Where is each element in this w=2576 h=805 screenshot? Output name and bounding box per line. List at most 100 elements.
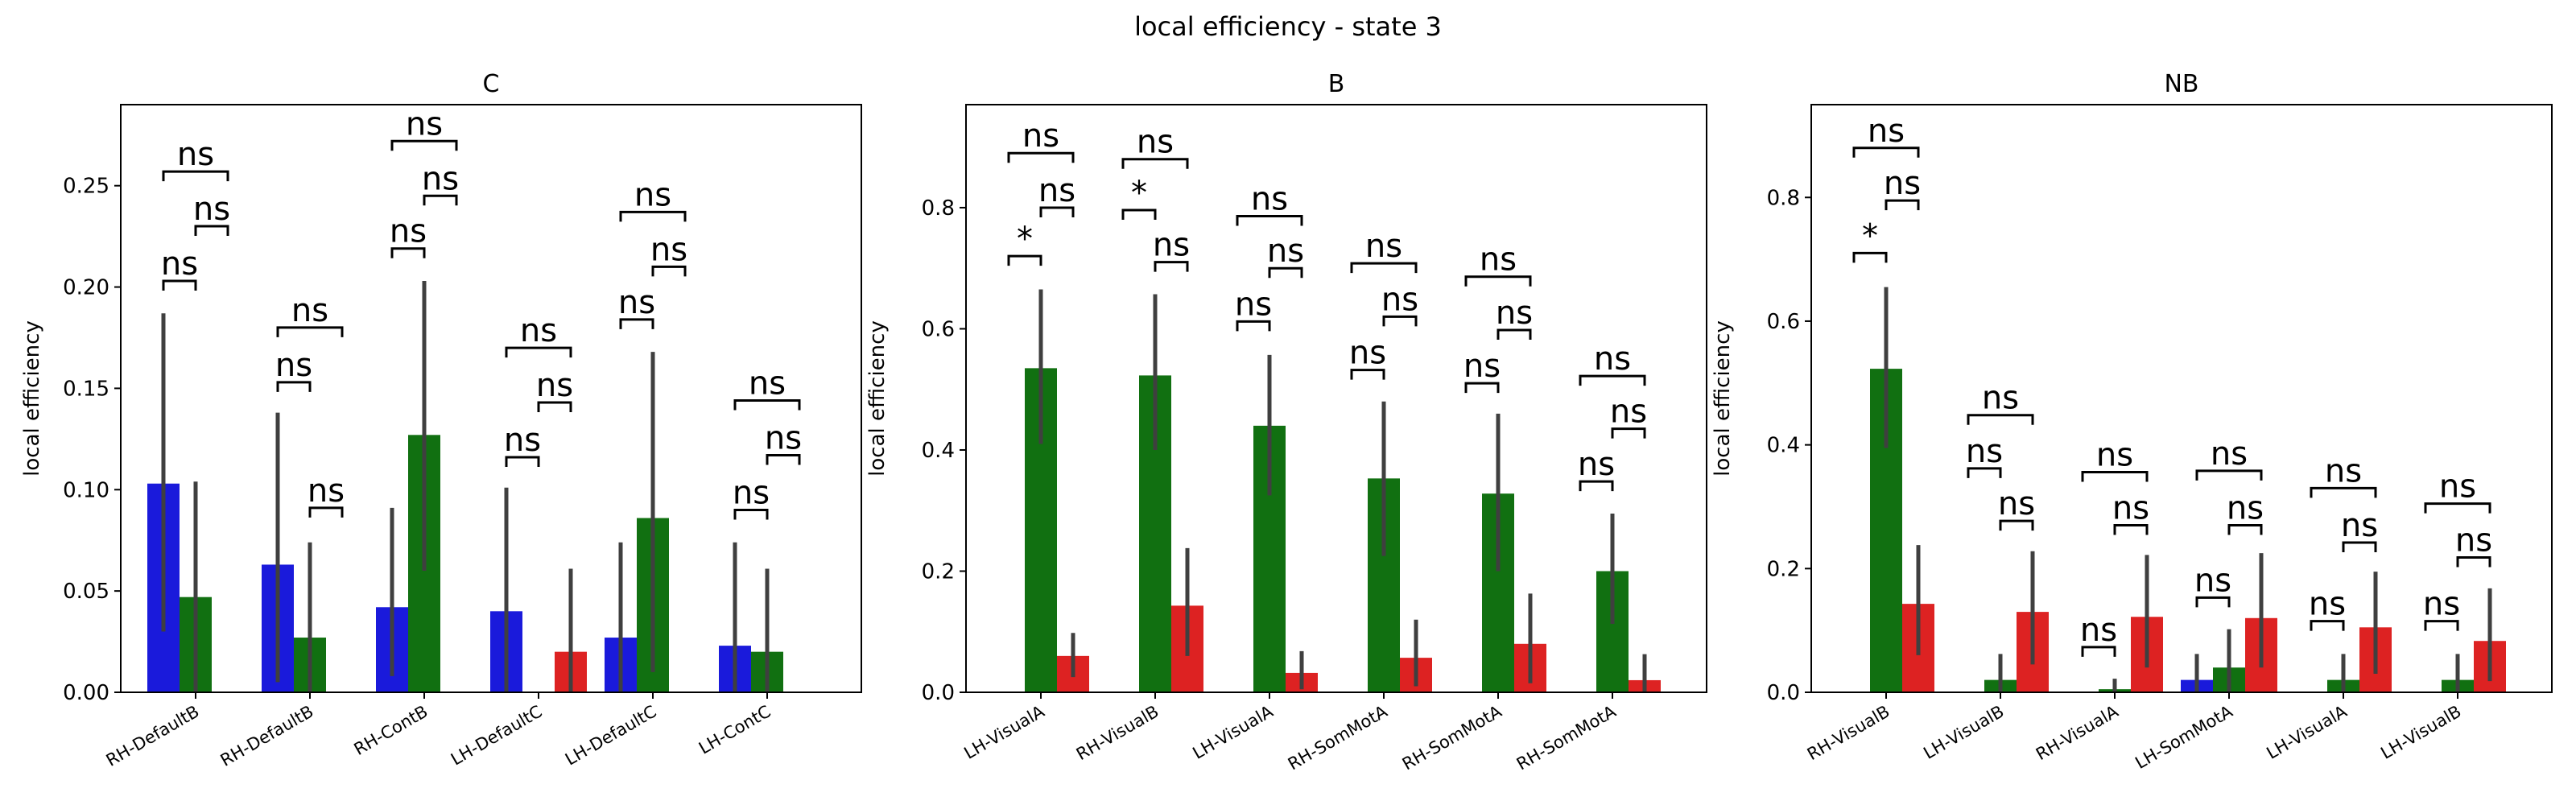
x-tick-label: RH-DefaultB (103, 702, 203, 770)
significance-label: ns (2080, 612, 2117, 649)
significance-label: ns (1022, 118, 1059, 155)
y-axis-label: local efficiency (865, 320, 890, 477)
significance-bracket (2424, 502, 2491, 514)
significance-label: ns (1480, 242, 1517, 279)
significance-label: ns (1884, 165, 1921, 202)
significance-bracket (1154, 261, 1189, 272)
significance-bracket (2195, 596, 2231, 608)
significance-bracket (1852, 251, 1888, 263)
significance-bracket (1999, 519, 2034, 531)
significance-bracket (1121, 158, 1189, 169)
significance-label: ns (1267, 233, 1304, 270)
significance-label: ns (1381, 281, 1418, 318)
significance-bracket (2424, 620, 2459, 631)
significance-bracket (1885, 199, 1920, 211)
significance-label: ns (1365, 228, 1402, 265)
x-tick-label: LH-DefaultC (448, 702, 546, 770)
significance-label: ns (193, 191, 230, 228)
x-tick-label: LH-ContC (696, 702, 774, 758)
y-tick-label: 0.0 (922, 681, 955, 705)
significance-label: ns (390, 213, 427, 250)
significance-bracket (1967, 467, 2002, 478)
significance-label: ns (1251, 180, 1288, 217)
y-tick-label: 0.4 (922, 439, 955, 463)
significance-bracket (1464, 382, 1500, 394)
panel-nb: NB local efficiency 0.0 0.2 0.4 0.6 0.8 RH-Visu… (1711, 70, 2553, 773)
significance-label: ns (1594, 341, 1631, 378)
x-tick-label: RH-SomMotA (1285, 701, 1391, 774)
significance-label: ns (2096, 436, 2133, 473)
significance-bracket (733, 508, 769, 520)
significance-bracket (1039, 206, 1075, 217)
significance-bracket (390, 139, 458, 151)
y-tick-label: 0.8 (922, 196, 955, 221)
significance-bracket (162, 279, 197, 291)
significance-bracket (619, 210, 687, 222)
significance-bracket (1236, 320, 1271, 332)
significance-label: ns (1998, 485, 2035, 522)
significance-bracket (2195, 469, 2263, 481)
axes-frame (1810, 104, 2553, 693)
significance-label: ns (2423, 586, 2460, 623)
significance-bracket (1852, 147, 1920, 158)
significance-label: ns (2194, 562, 2231, 599)
significance-label: ns (765, 419, 802, 456)
significance-bracket (1007, 151, 1075, 163)
significance-label: ns (1463, 348, 1501, 385)
significance-bracket (1350, 262, 1418, 274)
x-tick-label: RH-SomMotA (1513, 701, 1620, 774)
significance-bracket (2227, 524, 2263, 535)
figure-title: local efficiency - state 3 (1134, 11, 1442, 42)
x-tick-label: RH-VisualA (2033, 701, 2122, 764)
significance-bracket (505, 456, 540, 467)
significance-bracket (2081, 646, 2116, 657)
significance-bracket (619, 318, 654, 329)
axes-frame (120, 104, 862, 693)
significance-bracket (1007, 254, 1042, 266)
significance-bracket (2113, 524, 2149, 535)
significance-bracket (194, 225, 229, 237)
axes-frame (965, 104, 1707, 693)
significance-bracket (1236, 214, 1303, 226)
significance-bracket (276, 381, 312, 392)
significance-label: ns (749, 365, 786, 402)
significance-bracket (651, 265, 687, 277)
significance-bracket (537, 401, 572, 413)
significance-bracket (1496, 328, 1532, 340)
panel-title: B (1328, 70, 1345, 98)
significance-label: ns (2455, 522, 2492, 559)
significance-bracket (1579, 480, 1614, 492)
panel-title: NB (2164, 70, 2198, 98)
significance-bracket (1464, 275, 1532, 287)
significance-label: ns (650, 231, 687, 268)
significance-label: ns (2211, 436, 2248, 473)
x-tick-label: RH-ContB (351, 702, 431, 759)
significance-label: ns (536, 367, 573, 404)
x-tick-label: LH-VisualB (1920, 702, 2007, 763)
significance-label: * (1131, 175, 1147, 212)
x-tick-label: LH-SomMotA (2132, 701, 2236, 773)
significance-label: ns (406, 105, 443, 142)
x-tick-label: RH-VisualB (1073, 702, 1162, 765)
x-tick-label: RH-DefaultB (217, 702, 317, 770)
significance-bracket (1967, 414, 2034, 425)
significance-label: ns (422, 160, 459, 197)
significance-bracket (1121, 208, 1157, 220)
panel-title: C (483, 70, 500, 98)
significance-label: ns (275, 347, 312, 384)
y-tick-label: 0.6 (922, 317, 955, 341)
y-tick-label: 0.2 (1767, 557, 1800, 581)
significance-bracket (276, 326, 344, 337)
significance-bracket (2081, 470, 2149, 482)
x-tick-label: LH-VisualA (1189, 701, 1277, 763)
significance-label: ns (308, 473, 345, 510)
significance-label: ns (1496, 295, 1533, 332)
y-tick-label: 0.00 (63, 681, 109, 705)
significance-label: ns (2309, 586, 2346, 623)
y-tick-label: 0.05 (63, 580, 109, 604)
significance-label: ns (1235, 286, 1272, 323)
y-tick-label: 0.25 (63, 175, 109, 199)
